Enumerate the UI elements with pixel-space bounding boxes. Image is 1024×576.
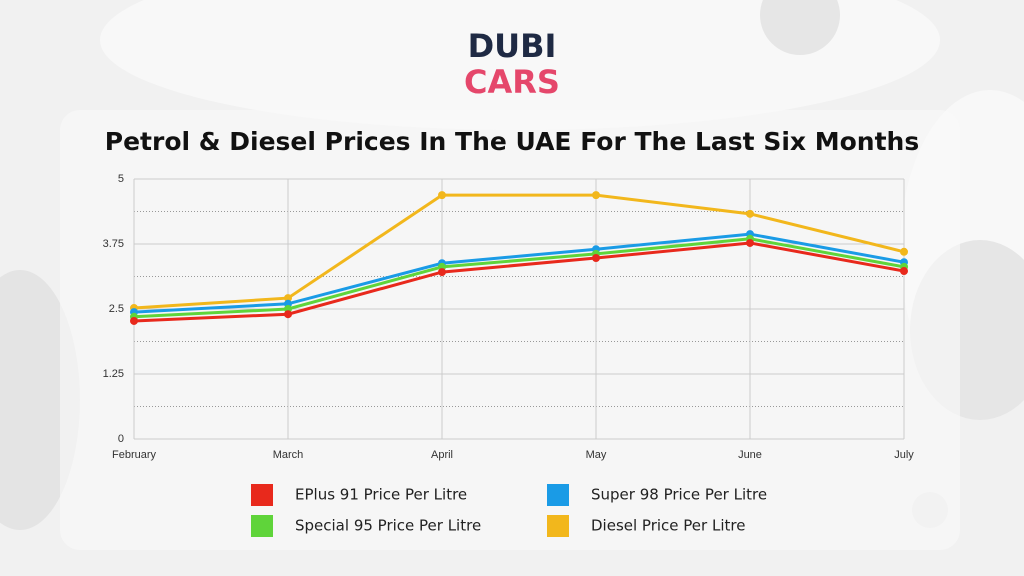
x-tick-label: March (273, 449, 304, 461)
legend-swatch (251, 515, 273, 537)
point (746, 238, 754, 247)
legend-swatch (251, 484, 273, 506)
point (592, 191, 600, 200)
panel (60, 110, 960, 550)
series-line (133, 232, 905, 314)
legend-label: EPlus 91 Price Per Litre (295, 486, 467, 504)
x-tick-label: February (112, 449, 157, 461)
legend-label: Super 98 Price Per Litre (591, 486, 767, 504)
legend-swatch (547, 484, 569, 506)
chart-title: Petrol & Diesel Prices In The UAE For Th… (105, 127, 919, 156)
y-tick-label: 5 (118, 173, 124, 185)
x-tick-label: April (431, 449, 453, 461)
x-tick-label: June (738, 449, 762, 461)
series-line (133, 241, 905, 323)
point (592, 254, 600, 263)
point (900, 267, 908, 276)
brand-bottom: CARS (464, 63, 560, 101)
y-tick-label: 3.75 (103, 238, 124, 250)
x-tick-label: May (586, 449, 607, 461)
y-tick-label: 1.25 (103, 368, 124, 380)
point (900, 247, 908, 256)
point (284, 310, 292, 319)
point (130, 316, 138, 325)
series-line (133, 237, 905, 319)
legend-label: Diesel Price Per Litre (591, 517, 745, 535)
point (438, 191, 446, 200)
point (438, 268, 446, 277)
legend-swatch (547, 515, 569, 537)
series-line (133, 193, 905, 310)
y-tick-label: 2.5 (109, 303, 124, 315)
legend-label: Special 95 Price Per Litre (295, 517, 481, 535)
y-tick-label: 0 (118, 433, 124, 445)
brand-top: DUBI (468, 27, 557, 65)
x-tick-label: July (894, 449, 914, 461)
point (746, 209, 754, 218)
